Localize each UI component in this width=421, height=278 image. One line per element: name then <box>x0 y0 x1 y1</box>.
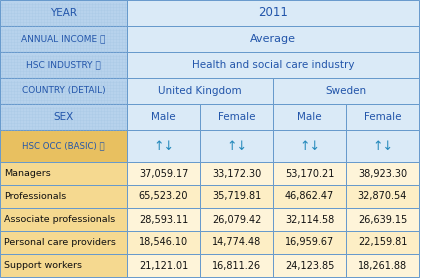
Text: COUNTRY (DETAIL): COUNTRY (DETAIL) <box>22 86 105 96</box>
Bar <box>0 26 127 52</box>
Bar <box>200 185 273 208</box>
Bar <box>273 104 346 130</box>
Bar <box>273 130 346 162</box>
Text: 22,159.81: 22,159.81 <box>358 237 407 247</box>
Bar <box>346 130 419 162</box>
Bar <box>346 104 419 130</box>
Bar <box>0 185 127 208</box>
Text: SEX: SEX <box>53 112 74 122</box>
Text: 35,719.81: 35,719.81 <box>212 192 261 202</box>
Bar <box>127 231 200 254</box>
Bar <box>127 104 200 130</box>
Bar <box>200 208 273 231</box>
Text: 16,811.26: 16,811.26 <box>212 260 261 270</box>
Bar <box>273 162 346 185</box>
Bar <box>0 130 127 162</box>
Text: Health and social care industry: Health and social care industry <box>192 60 354 70</box>
Bar <box>200 254 273 277</box>
Text: Associate professionals: Associate professionals <box>4 215 115 224</box>
Text: 33,172.30: 33,172.30 <box>212 168 261 178</box>
Bar <box>346 254 419 277</box>
Text: 24,123.85: 24,123.85 <box>285 260 334 270</box>
Bar <box>127 0 419 26</box>
Text: YEAR: YEAR <box>50 8 77 18</box>
Bar <box>0 52 127 78</box>
Text: Male: Male <box>151 112 176 122</box>
Text: ANNUAL INCOME ⓘ: ANNUAL INCOME ⓘ <box>21 34 106 43</box>
Text: 65,523.20: 65,523.20 <box>139 192 188 202</box>
Text: Managers: Managers <box>4 169 51 178</box>
Bar <box>346 208 419 231</box>
Text: 14,774.48: 14,774.48 <box>212 237 261 247</box>
Text: 46,862.47: 46,862.47 <box>285 192 334 202</box>
Text: Personal care providers: Personal care providers <box>4 238 116 247</box>
Text: 26,079.42: 26,079.42 <box>212 215 261 225</box>
Bar <box>127 130 200 162</box>
Text: United Kingdom: United Kingdom <box>158 86 242 96</box>
Bar <box>0 0 127 26</box>
Bar <box>127 162 200 185</box>
Bar <box>200 130 273 162</box>
Text: 21,121.01: 21,121.01 <box>139 260 188 270</box>
Text: 32,870.54: 32,870.54 <box>358 192 407 202</box>
Bar <box>273 254 346 277</box>
Text: HSC OCC (BASIC) ⓘ: HSC OCC (BASIC) ⓘ <box>22 142 105 150</box>
Text: ↑↓: ↑↓ <box>226 140 247 153</box>
Text: 28,593.11: 28,593.11 <box>139 215 188 225</box>
Bar <box>127 52 419 78</box>
Text: ↑↓: ↑↓ <box>153 140 174 153</box>
Text: 16,959.67: 16,959.67 <box>285 237 334 247</box>
Text: Female: Female <box>218 112 255 122</box>
Text: 37,059.17: 37,059.17 <box>139 168 188 178</box>
Bar <box>127 208 200 231</box>
Bar <box>200 162 273 185</box>
Text: Professionals: Professionals <box>4 192 66 201</box>
Bar <box>127 185 200 208</box>
Bar <box>346 185 419 208</box>
Bar <box>200 231 273 254</box>
Bar <box>0 254 127 277</box>
Bar <box>346 162 419 185</box>
Bar <box>273 78 419 104</box>
Text: 2011: 2011 <box>258 6 288 19</box>
Text: Female: Female <box>364 112 401 122</box>
Text: Sweden: Sweden <box>325 86 367 96</box>
Text: 18,546.10: 18,546.10 <box>139 237 188 247</box>
Text: 38,923.30: 38,923.30 <box>358 168 407 178</box>
Bar <box>273 231 346 254</box>
Bar <box>0 104 127 130</box>
Text: ↑↓: ↑↓ <box>372 140 393 153</box>
Bar <box>200 104 273 130</box>
Bar <box>273 185 346 208</box>
Bar <box>0 231 127 254</box>
Text: HSC INDUSTRY ⓘ: HSC INDUSTRY ⓘ <box>26 61 101 70</box>
Text: 18,261.88: 18,261.88 <box>358 260 407 270</box>
Bar <box>273 208 346 231</box>
Bar <box>127 26 419 52</box>
Text: 53,170.21: 53,170.21 <box>285 168 334 178</box>
Text: ↑↓: ↑↓ <box>299 140 320 153</box>
Text: 32,114.58: 32,114.58 <box>285 215 334 225</box>
Text: Male: Male <box>297 112 322 122</box>
Bar <box>346 231 419 254</box>
Bar <box>127 78 273 104</box>
Bar <box>0 208 127 231</box>
Text: Support workers: Support workers <box>4 261 82 270</box>
Bar <box>0 78 127 104</box>
Bar <box>0 162 127 185</box>
Text: Average: Average <box>250 34 296 44</box>
Bar <box>127 254 200 277</box>
Text: 26,639.15: 26,639.15 <box>358 215 407 225</box>
